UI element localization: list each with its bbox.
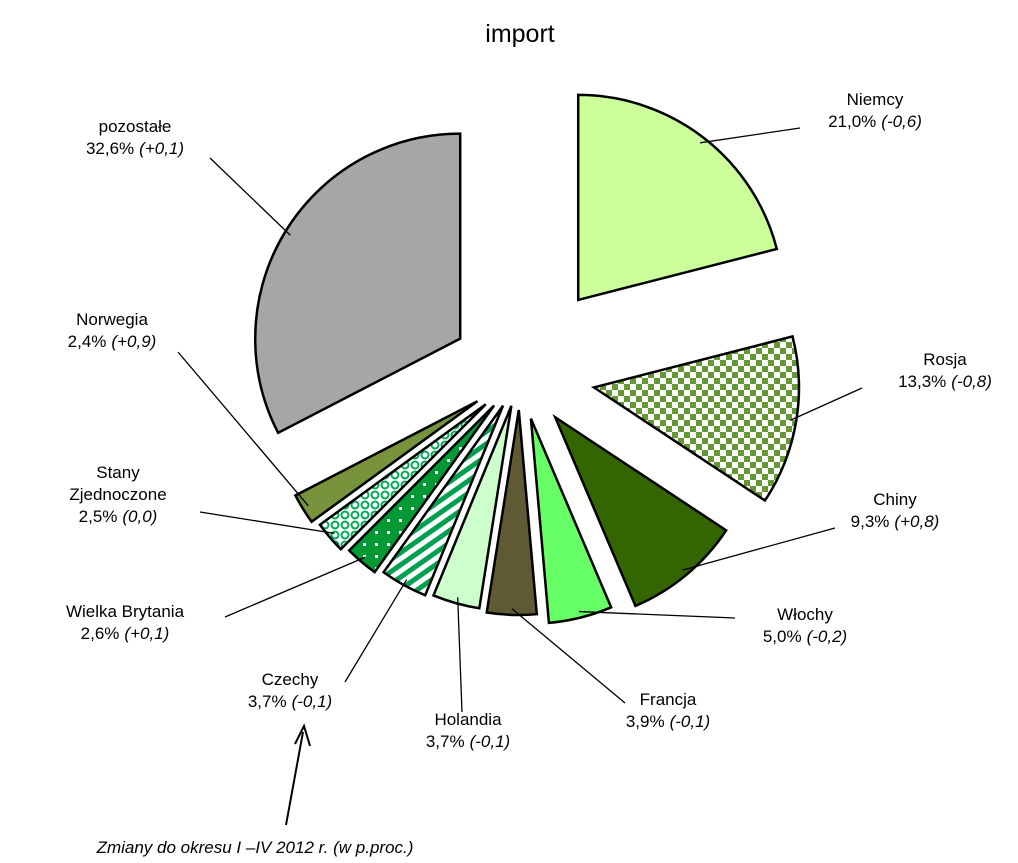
value-label: 2,6% (+0,1) [81, 624, 170, 643]
slice-label: Norwegia [76, 310, 148, 329]
value-change: (0,0) [122, 507, 157, 526]
slice-label: Stany Zjednoczone [69, 463, 166, 504]
pie-slice [590, 334, 801, 503]
value-percent: 5,0% [763, 627, 802, 646]
pie-slice [318, 403, 487, 551]
pie-slice [293, 400, 479, 524]
value-label: 32,6% (+0,1) [86, 139, 184, 158]
value-label: 13,3% (-0,8) [898, 372, 992, 391]
value-label: 3,7% (-0,1) [248, 692, 332, 711]
value-percent: 2,4% [68, 332, 107, 351]
leader-line [177, 351, 309, 507]
value-change: (+0,1) [124, 624, 169, 643]
value-percent: 32,6% [86, 139, 134, 158]
annotation-arrow [285, 731, 304, 826]
pie-slice [576, 93, 779, 302]
leader-line [457, 597, 463, 713]
value-change: (+0,9) [111, 332, 156, 351]
value-label: 3,9% (-0,1) [626, 712, 710, 731]
value-change: (-0,1) [292, 692, 333, 711]
leader-line [344, 579, 408, 683]
annotation: Zmiany do okresu I –IV 2012 r. (w p.proc… [96, 838, 414, 857]
pie-slice [529, 418, 613, 625]
slice-label: pozostałe [99, 117, 172, 136]
value-change: (-0,8) [951, 372, 992, 391]
leader-line [700, 127, 801, 144]
value-change: (-0,1) [670, 712, 711, 731]
value-percent: 13,3% [898, 372, 946, 391]
value-label: 3,7% (-0,1) [426, 732, 510, 751]
value-label: 2,5% (0,0) [79, 507, 158, 526]
pie-slice [254, 132, 462, 435]
value-change: (+0,1) [139, 139, 184, 158]
slice-label-line: Zjednoczone [69, 485, 166, 504]
leader-line [209, 157, 291, 236]
leader-line [682, 527, 836, 571]
pie-slice [431, 405, 513, 610]
value-change: (-0,1) [470, 732, 511, 751]
slice-label: Chiny [873, 490, 917, 509]
value-label: 21,0% (-0,6) [828, 112, 922, 131]
value-change: (-0,2) [807, 627, 848, 646]
value-label: 2,4% (+0,9) [68, 332, 157, 351]
slice-label: Włochy [777, 605, 833, 624]
value-change: (+0,8) [894, 512, 939, 531]
pie-slice [347, 404, 496, 574]
pie-slice [552, 413, 728, 608]
leader-line [199, 511, 335, 535]
value-percent: 3,7% [248, 692, 287, 711]
value-label: 9,3% (+0,8) [851, 512, 940, 531]
leader-line [511, 608, 626, 704]
value-change: (-0,6) [881, 112, 922, 131]
leader-line [224, 556, 366, 618]
value-percent: 2,5% [79, 507, 118, 526]
leader-line [579, 610, 736, 619]
annotation-arrowhead [294, 723, 311, 747]
value-percent: 21,0% [828, 112, 876, 131]
slice-label-line: Stany [96, 463, 140, 482]
value-percent: 9,3% [851, 512, 890, 531]
slice-label: Holandia [434, 710, 502, 729]
value-percent: 3,7% [426, 732, 465, 751]
slice-label: Francja [640, 690, 697, 709]
pie-slice [485, 409, 539, 617]
value-percent: 3,9% [626, 712, 665, 731]
slice-label: Rosja [923, 350, 967, 369]
slice-label: Czechy [262, 670, 319, 689]
leader-line [789, 387, 863, 421]
value-percent: 2,6% [81, 624, 120, 643]
slice-label: Niemcy [847, 90, 904, 109]
value-label: 5,0% (-0,2) [763, 627, 847, 646]
slice-label: Wielka Brytania [66, 602, 185, 621]
chart-title: import [485, 20, 555, 48]
